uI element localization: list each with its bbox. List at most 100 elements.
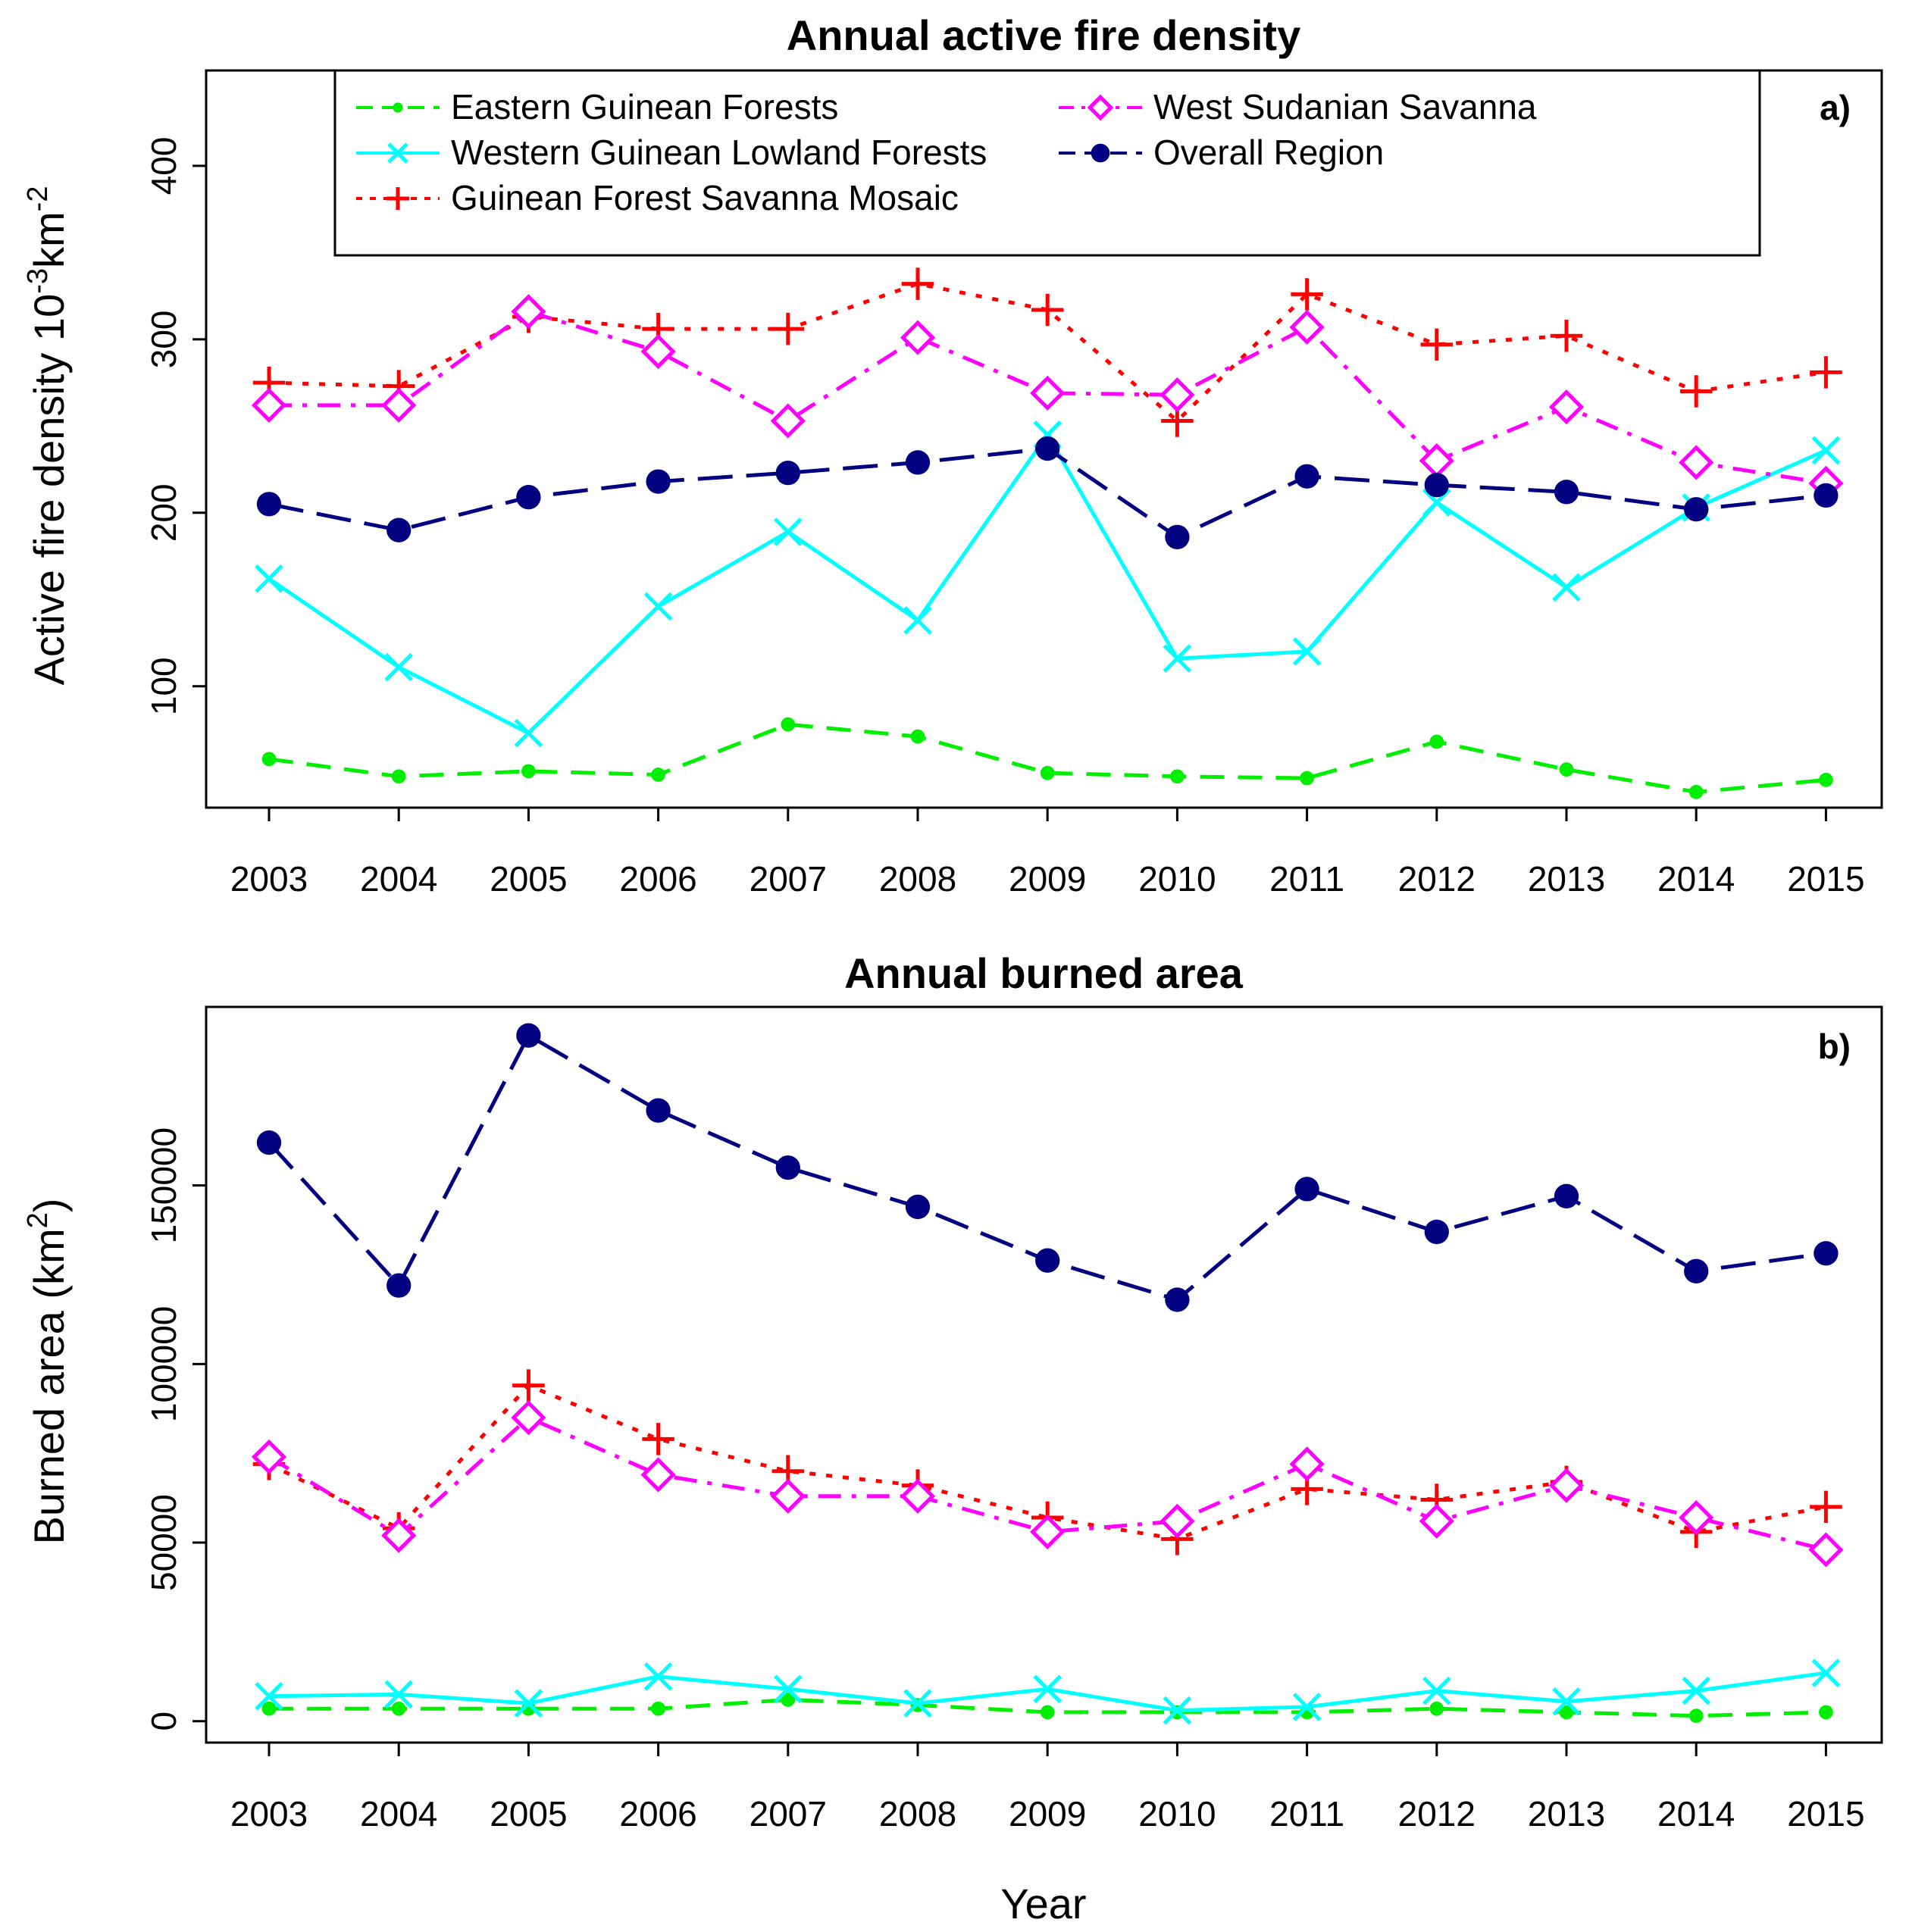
data-point xyxy=(1419,1503,1454,1539)
data-point xyxy=(1424,473,1449,498)
data-point xyxy=(521,764,536,779)
legend-item: Western Guinean Lowland Forests xyxy=(356,133,987,172)
data-point xyxy=(1814,483,1839,508)
panel-a-x-tick-label: 2013 xyxy=(1528,859,1605,899)
data-point xyxy=(1429,734,1444,749)
legend-label: Eastern Guinean Forests xyxy=(451,87,838,127)
data-point xyxy=(384,652,413,682)
panel-a-x-tick-label: 2010 xyxy=(1138,859,1216,899)
legend-item: West Sudanian Savanna xyxy=(1059,87,1537,127)
x-axis-title: Year xyxy=(1000,1880,1086,1927)
panel-b-series-overall-region xyxy=(256,1023,1839,1312)
panel-a-x-tick-label: 2012 xyxy=(1398,859,1476,899)
data-point xyxy=(640,1457,676,1493)
data-point xyxy=(781,1693,796,1707)
data-point xyxy=(1819,773,1833,787)
panel-a-x-tick-label: 2005 xyxy=(490,859,567,899)
data-point xyxy=(1165,524,1190,550)
data-point xyxy=(1682,1676,1710,1705)
panel-b-plot-frame xyxy=(205,1005,1883,1744)
data-point xyxy=(512,1369,545,1402)
legend-item: Eastern Guinean Forests xyxy=(356,87,838,127)
panel-b-x-tick-label: 2003 xyxy=(230,1794,308,1834)
data-point xyxy=(1810,1490,1842,1524)
data-point xyxy=(1291,278,1323,311)
data-point xyxy=(1688,785,1704,799)
panel-a-y-tick-label: 400 xyxy=(144,137,183,195)
panel-a-series-overall-region xyxy=(256,436,1839,550)
legend-label: Overall Region xyxy=(1153,133,1384,172)
panel-b-x-tick-label: 2007 xyxy=(750,1794,827,1834)
legend-box xyxy=(333,69,1761,257)
data-point xyxy=(1040,1705,1055,1720)
data-point xyxy=(1548,389,1585,425)
data-point xyxy=(381,1518,417,1553)
data-point xyxy=(251,1439,287,1474)
data-point xyxy=(1688,1708,1704,1723)
data-point xyxy=(1548,1468,1585,1503)
panel-a-x-tick-label: 2007 xyxy=(750,859,827,899)
panel-b-x-tick-label: 2004 xyxy=(360,1794,437,1834)
data-point xyxy=(910,729,925,744)
panel-b-x-tick-label: 2008 xyxy=(879,1794,956,1834)
data-point xyxy=(1684,497,1709,522)
panel-a-active-fire-density: Annual active fire density a) Active fir… xyxy=(22,11,1883,899)
series-line xyxy=(268,446,1826,539)
data-point xyxy=(775,1155,800,1180)
panel-a-series-eastern-guinean-forests xyxy=(261,717,1833,799)
data-point xyxy=(905,450,931,475)
legend-marker xyxy=(387,142,408,164)
data-point xyxy=(391,769,406,784)
panel-a-x-tick-label: 2015 xyxy=(1787,859,1864,899)
panel-b-x-tick-label: 2010 xyxy=(1138,1794,1216,1834)
panel-b-burned-area: Annual burned area b) Burned area (km2) … xyxy=(22,949,1883,1927)
data-point xyxy=(905,1194,931,1220)
panel-b-x-tick-label: 2013 xyxy=(1528,1794,1605,1834)
legend-marker xyxy=(1091,143,1110,163)
panel-b-ylabel-exp: 2 xyxy=(22,1212,54,1228)
data-point xyxy=(651,1701,665,1716)
panel-b-y-tick-label: 50000 xyxy=(144,1494,183,1591)
data-point xyxy=(770,403,806,439)
data-point xyxy=(1292,637,1322,666)
data-point xyxy=(511,1399,546,1436)
data-point xyxy=(1035,436,1060,461)
data-point xyxy=(1811,1658,1841,1687)
panel-b-x-tick-label: 2011 xyxy=(1269,1794,1344,1834)
data-point xyxy=(1424,1219,1449,1245)
data-point xyxy=(1159,1503,1195,1539)
data-point xyxy=(900,320,936,355)
panel-a-series-guinean-forest-savanna-mosaic xyxy=(252,267,1842,437)
panel-a-x-tick-label: 2004 xyxy=(360,859,437,899)
data-point xyxy=(1294,464,1319,489)
data-point xyxy=(261,1701,277,1716)
data-point xyxy=(516,485,541,510)
legend-marker xyxy=(1087,94,1114,121)
data-point xyxy=(651,767,665,782)
data-point xyxy=(1559,762,1574,777)
data-point xyxy=(381,387,417,423)
panel-a-y-tick-label: 300 xyxy=(144,310,183,368)
panel-b-series-west-sudanian-savanna xyxy=(251,1399,1844,1568)
panel-a-series-western-guinean-lowland-forests xyxy=(255,420,1841,748)
data-point xyxy=(1554,480,1579,505)
panel-a-x-tick-label: 2008 xyxy=(879,859,956,899)
data-point xyxy=(255,564,283,593)
data-point xyxy=(775,460,800,486)
panel-b-y-tick-label: 100000 xyxy=(144,1306,183,1423)
data-point xyxy=(1420,328,1454,361)
panel-b-title: Annual burned area xyxy=(844,949,1244,997)
data-point xyxy=(903,1689,932,1718)
data-point xyxy=(646,1098,671,1123)
panel-a-x-tick-label: 2006 xyxy=(619,859,696,899)
panel-b-tag: b) xyxy=(1818,1027,1851,1066)
data-point xyxy=(1030,375,1066,411)
data-point xyxy=(255,1681,283,1711)
data-point xyxy=(1552,1687,1581,1716)
panel-b-x-tick-label: 2009 xyxy=(1009,1794,1086,1834)
data-point xyxy=(1163,1696,1192,1725)
panel-a-ylabel-exp1: -3 xyxy=(22,268,54,294)
data-point xyxy=(774,1674,803,1704)
data-point xyxy=(1808,1532,1844,1568)
panel-a-ylabel-mid: km xyxy=(25,211,73,268)
